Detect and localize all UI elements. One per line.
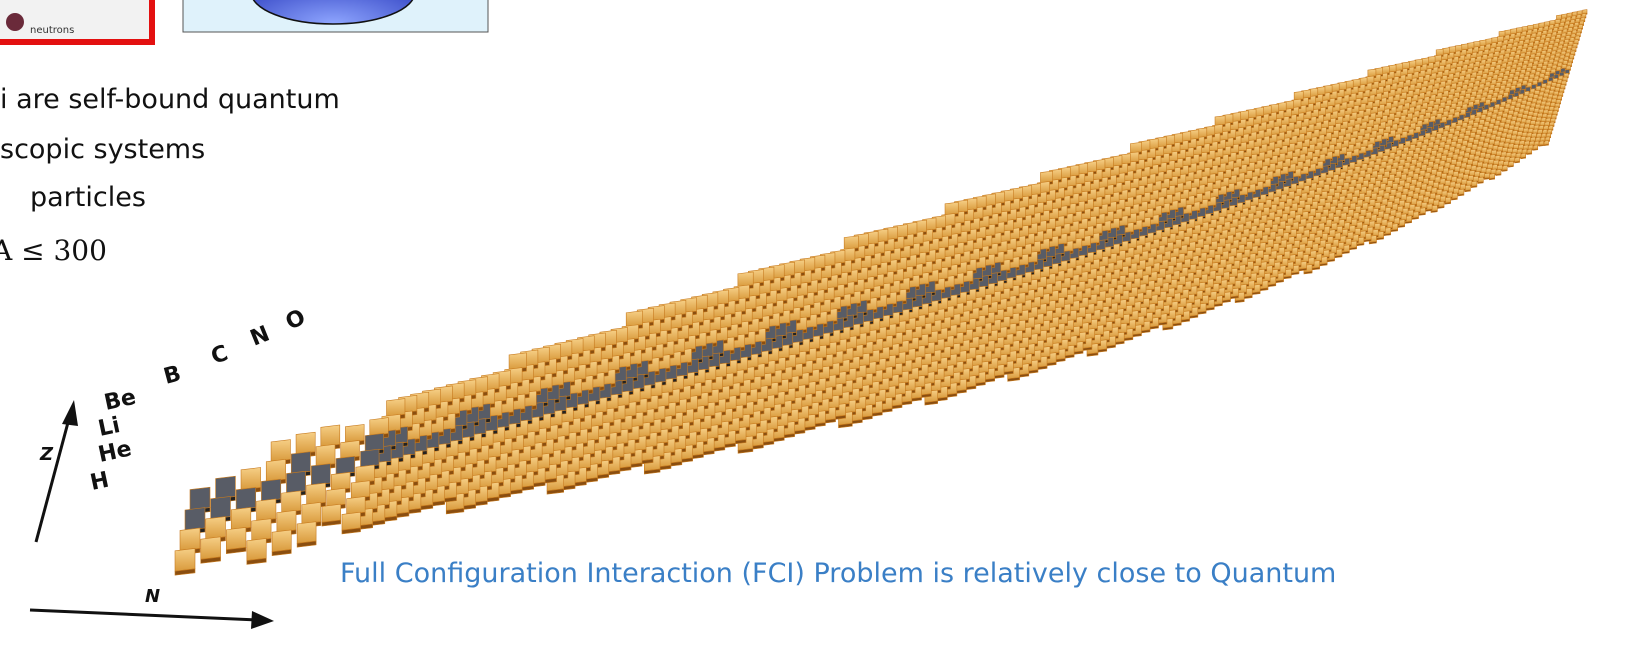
slide: neutrons i are self-bound quantum scopic… — [0, 0, 1630, 656]
chart-cell — [1515, 161, 1520, 163]
bullet-text: particles — [30, 182, 146, 213]
chart-cell — [1422, 58, 1429, 65]
chart-cell — [1533, 149, 1538, 150]
chart-cell — [1508, 166, 1513, 168]
chart-cell — [1521, 157, 1526, 159]
nuclide-chart-image — [175, 10, 1587, 576]
chart-cell — [1434, 55, 1441, 62]
chart-cell — [1484, 178, 1489, 180]
chart-cell — [1428, 56, 1435, 63]
formula: A ≤ 300 — [0, 234, 107, 267]
chart-cell — [1368, 69, 1376, 77]
chart-cell — [1130, 142, 1141, 153]
chart-cell — [945, 202, 958, 215]
chart-cell — [1539, 145, 1544, 146]
chart-cell — [1496, 174, 1501, 176]
chart-cell — [1436, 49, 1443, 56]
chart-cell — [844, 236, 858, 250]
chart-cell — [1294, 91, 1303, 100]
chart-cell — [1215, 116, 1225, 126]
bullet-text: i are self-bound quantum — [0, 84, 340, 115]
chart-cell — [1489, 178, 1494, 180]
chart-cell — [1040, 171, 1052, 183]
chart-cell — [1527, 153, 1532, 155]
inset-label: neutrons — [30, 25, 74, 36]
bullet-text: scopic systems — [0, 134, 205, 165]
particle-icon — [6, 13, 24, 31]
chart-cell — [1502, 170, 1507, 172]
slide-canvas: neutrons i are self-bound quantum scopic… — [0, 0, 1630, 656]
chart-cell — [1544, 144, 1548, 145]
